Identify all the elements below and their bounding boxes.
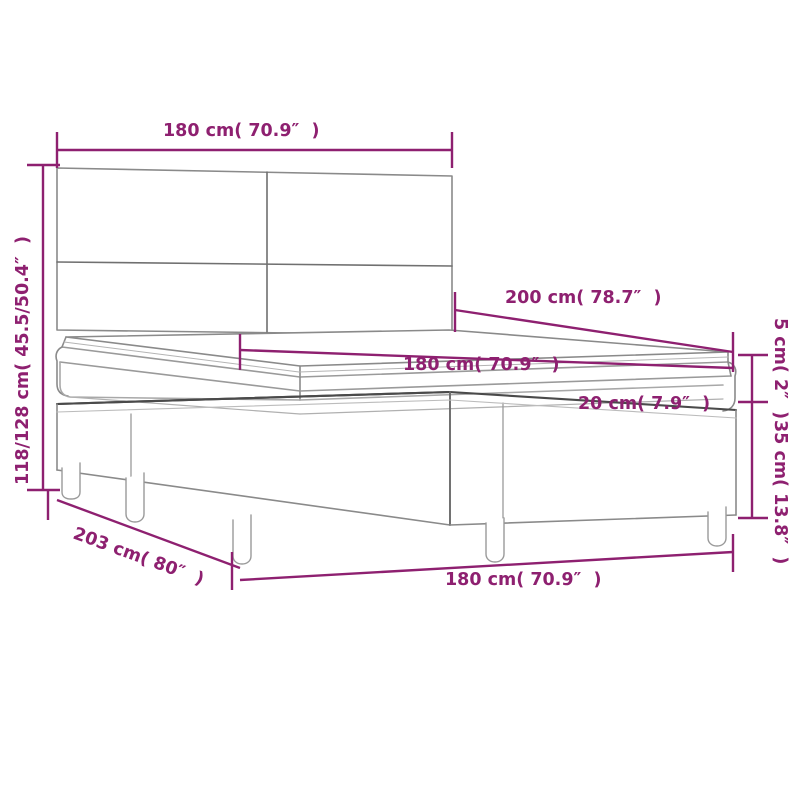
label-total-height: 118/128 cm( 45.5/50.4″ ) [13, 236, 33, 485]
label-topper-thickness: 5 cm( 2″ ) [770, 318, 790, 419]
dimline-mattress-width [238, 334, 734, 370]
label-base-width: 180 cm( 70.9″ ) [445, 570, 602, 590]
mattress [55, 346, 737, 415]
bed-base [55, 390, 738, 526]
label-headboard-width: 180 cm( 70.9″ ) [163, 121, 320, 141]
label-base-height: 35 cm( 13.8″ ) [770, 420, 790, 564]
label-mattress-thickness: 20 cm( 7.9″ ) [578, 394, 710, 414]
dimline-base-height [738, 402, 768, 520]
dimline-base-depth [46, 490, 241, 590]
bed-legs [61, 462, 727, 565]
mattress-topper [61, 329, 729, 378]
dimline-base-width [239, 534, 735, 582]
dimline-total-height [27, 163, 60, 492]
label-base-depth: 203 cm( 80″ ) [70, 524, 206, 590]
dimline-bed-length [453, 292, 735, 372]
label-mattress-width: 180 cm( 70.9″ ) [403, 355, 560, 375]
label-bed-length: 200 cm( 78.7″ ) [505, 288, 662, 308]
dimline-headboard-width [55, 132, 454, 168]
